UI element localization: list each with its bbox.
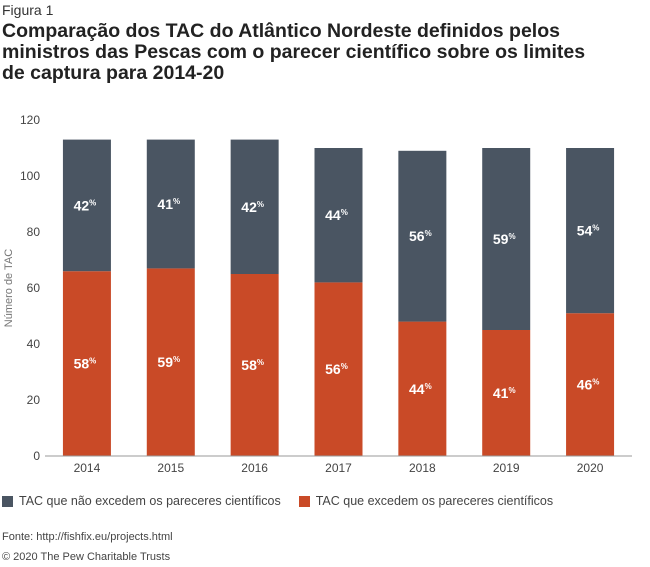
legend-swatch-not-exceed bbox=[2, 495, 13, 507]
legend-item-not-exceed: TAC que não excedem os pareceres científ… bbox=[2, 494, 281, 508]
bar-exceed bbox=[398, 321, 447, 456]
x-tick-label: 2020 bbox=[577, 461, 604, 475]
data-label-exceed: 58% bbox=[241, 357, 264, 373]
source-note: Fonte: http://fishfix.eu/projects.html bbox=[2, 531, 173, 543]
chart-title: Comparação dos TAC do Atlântico Nordeste… bbox=[2, 21, 642, 84]
bar-exceed bbox=[230, 274, 279, 456]
legend-item-exceed: TAC que excedem os pareceres científicos bbox=[298, 494, 554, 508]
bar-exceed bbox=[314, 282, 363, 456]
data-label-exceed: 44% bbox=[409, 381, 432, 397]
data-label-not-exceed: 41% bbox=[157, 196, 180, 212]
chart-title-line-3: de captura para 2014-20 bbox=[2, 62, 225, 84]
x-tick-label: 2019 bbox=[493, 461, 520, 475]
legend: TAC que não excedem os pareceres científ… bbox=[2, 494, 571, 508]
y-tick-label: 100 bbox=[20, 169, 40, 183]
bar-not-exceed bbox=[566, 148, 615, 314]
copyright-note: © 2020 The Pew Charitable Trusts bbox=[2, 551, 171, 563]
chart-title-line-2: ministros das Pescas com o parecer cient… bbox=[2, 41, 586, 63]
chart-title-line-1: Comparação dos TAC do Atlântico Nordeste… bbox=[2, 20, 560, 42]
x-tick-label: 2017 bbox=[325, 461, 352, 475]
x-tick-label: 2018 bbox=[409, 461, 436, 475]
data-label-not-exceed: 42% bbox=[74, 197, 97, 213]
data-label-exceed: 46% bbox=[577, 377, 600, 393]
data-label-exceed: 56% bbox=[325, 361, 348, 377]
x-tick-label: 2015 bbox=[157, 461, 184, 475]
data-label-exceed: 58% bbox=[74, 356, 97, 372]
bar-exceed bbox=[566, 313, 615, 456]
bar-not-exceed bbox=[314, 148, 363, 283]
bar-exceed bbox=[146, 268, 195, 456]
bar-not-exceed bbox=[146, 139, 195, 269]
y-tick-label: 0 bbox=[33, 449, 40, 463]
bar-exceed bbox=[62, 271, 111, 456]
y-tick-label: 80 bbox=[27, 225, 41, 239]
bar-not-exceed bbox=[398, 150, 447, 322]
stacked-bar-chart: 0 20 40 60 80 100 120 Número de TAC 58% 42% 2014 59… bbox=[3, 113, 632, 475]
x-tick-label: 2016 bbox=[241, 461, 268, 475]
bar-not-exceed bbox=[230, 139, 279, 274]
x-tick-label: 2014 bbox=[74, 461, 101, 475]
data-label-not-exceed: 44% bbox=[325, 207, 348, 223]
legend-label-not-exceed: TAC que não excedem os pareceres científ… bbox=[19, 494, 281, 508]
y-tick-label: 20 bbox=[27, 393, 41, 407]
bar-not-exceed bbox=[482, 148, 531, 330]
data-label-not-exceed: 59% bbox=[493, 231, 516, 247]
bar-not-exceed bbox=[62, 139, 111, 272]
legend-swatch-exceed bbox=[298, 495, 310, 507]
data-label-exceed: 41% bbox=[493, 385, 516, 401]
figure-label: Figura 1 bbox=[2, 2, 54, 18]
data-label-exceed: 59% bbox=[157, 354, 180, 370]
data-label-not-exceed: 42% bbox=[241, 199, 264, 215]
data-label-not-exceed: 54% bbox=[577, 223, 600, 239]
y-tick-label: 60 bbox=[27, 281, 41, 295]
bar-exceed bbox=[482, 330, 531, 456]
y-axis-label: Número de TAC bbox=[3, 249, 15, 328]
y-tick-label: 120 bbox=[20, 113, 40, 127]
y-tick-label: 40 bbox=[27, 337, 41, 351]
data-label-not-exceed: 56% bbox=[409, 228, 432, 244]
legend-label-exceed: TAC que excedem os pareceres científicos bbox=[315, 494, 554, 508]
